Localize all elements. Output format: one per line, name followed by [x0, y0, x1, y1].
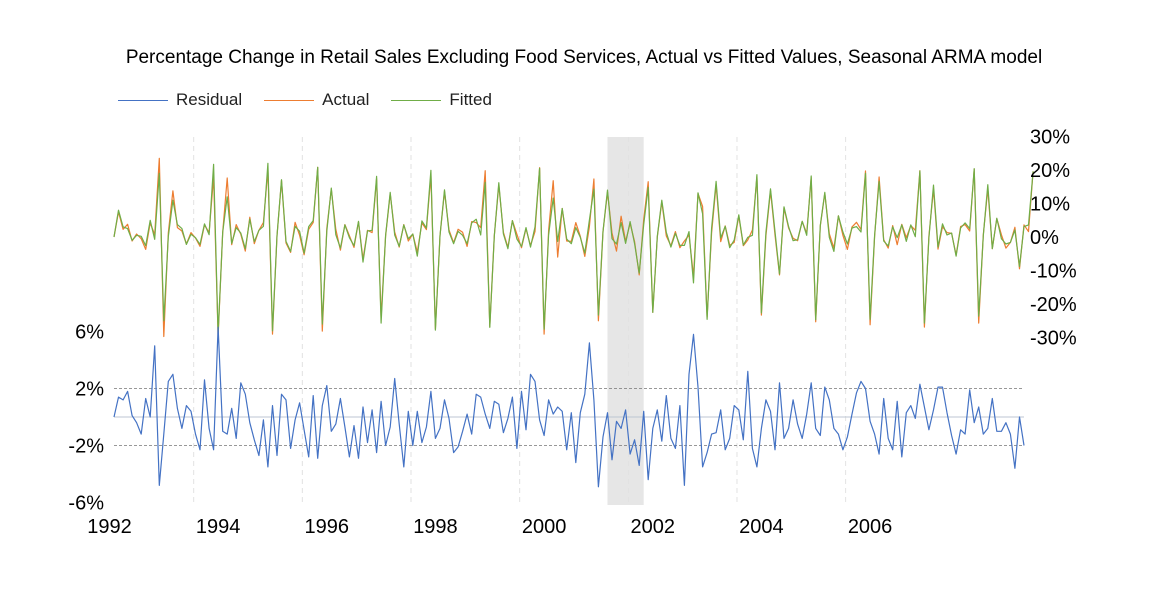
x-tick-label: 1994	[196, 516, 241, 538]
x-tick-label: 2002	[631, 516, 676, 538]
lower-y-tick-label: -2%	[68, 436, 104, 458]
series-line-fitted	[113, 162, 1034, 335]
upper-y-tick-label: 20%	[1030, 160, 1070, 182]
x-tick-label: 2004	[739, 516, 784, 538]
upper-y-tick-label: -10%	[1030, 261, 1077, 283]
x-tick-label: 2006	[848, 516, 893, 538]
x-tick-label: 1998	[413, 516, 458, 538]
lower-y-tick-label: 6%	[75, 322, 104, 344]
legend-item-actual: Actual	[264, 90, 369, 110]
x-tick-label: 1992	[87, 516, 132, 538]
x-tick-label: 2000	[522, 516, 567, 538]
lower-y-tick-label: -6%	[68, 493, 104, 515]
lower-y-tick-label: 2%	[75, 379, 104, 401]
legend-label-fitted: Fitted	[449, 90, 492, 109]
upper-y-tick-label: -20%	[1030, 294, 1077, 316]
upper-y-tick-label: 30%	[1030, 127, 1070, 149]
legend-label-residual: Residual	[176, 90, 243, 109]
series-line-actual	[113, 157, 1034, 338]
legend: Residual Actual Fitted	[118, 89, 514, 111]
legend-item-fitted: Fitted	[391, 90, 492, 110]
upper-y-tick-label: -30%	[1030, 328, 1077, 350]
legend-label-actual: Actual	[322, 90, 370, 109]
legend-item-residual: Residual	[118, 90, 242, 110]
series-line-residual	[113, 326, 1025, 488]
x-tick-label: 1996	[305, 516, 350, 538]
legend-swatch-residual	[118, 99, 168, 101]
upper-y-tick-label: 0%	[1030, 227, 1059, 249]
legend-swatch-fitted	[391, 99, 442, 101]
legend-swatch-actual	[264, 99, 315, 101]
upper-y-tick-label: 10%	[1030, 194, 1070, 216]
chart-title: Percentage Change in Retail Sales Exclud…	[125, 47, 1043, 68]
